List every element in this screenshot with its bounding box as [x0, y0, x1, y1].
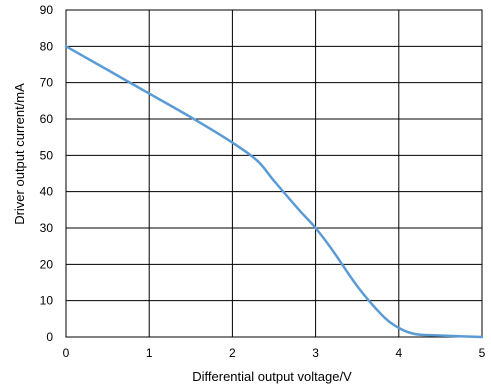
y-tick-label: 80 — [40, 39, 54, 53]
x-axis-label: Differential output voltage/V — [192, 369, 352, 384]
y-tick-label: 50 — [40, 148, 54, 162]
y-tick-labels: 0 10 20 30 40 50 60 70 80 90 — [40, 3, 54, 344]
x-tick-label: 2 — [229, 346, 236, 360]
y-tick-label: 70 — [40, 76, 54, 90]
y-tick-label: 60 — [40, 112, 54, 126]
plot-frame — [65, 9, 483, 338]
y-tick-label: 40 — [40, 185, 54, 199]
y-axis-label: Driver output current/mA — [12, 83, 27, 225]
series-line — [64, 45, 484, 339]
grid — [65, 9, 483, 338]
x-tick-label: 0 — [63, 346, 70, 360]
x-tick-label: 4 — [395, 346, 402, 360]
x-tick-label: 1 — [146, 346, 153, 360]
y-tick-label: 90 — [40, 3, 54, 17]
y-tick-label: 20 — [40, 257, 54, 271]
series-group — [64, 45, 484, 339]
x-tick-labels: 0 1 2 3 4 5 — [63, 346, 486, 360]
x-tick-label: 3 — [312, 346, 319, 360]
y-tick-label: 30 — [40, 221, 54, 235]
y-tick-label: 10 — [40, 294, 54, 308]
y-tick-label: 0 — [46, 330, 53, 344]
x-tick-label: 5 — [479, 346, 486, 360]
